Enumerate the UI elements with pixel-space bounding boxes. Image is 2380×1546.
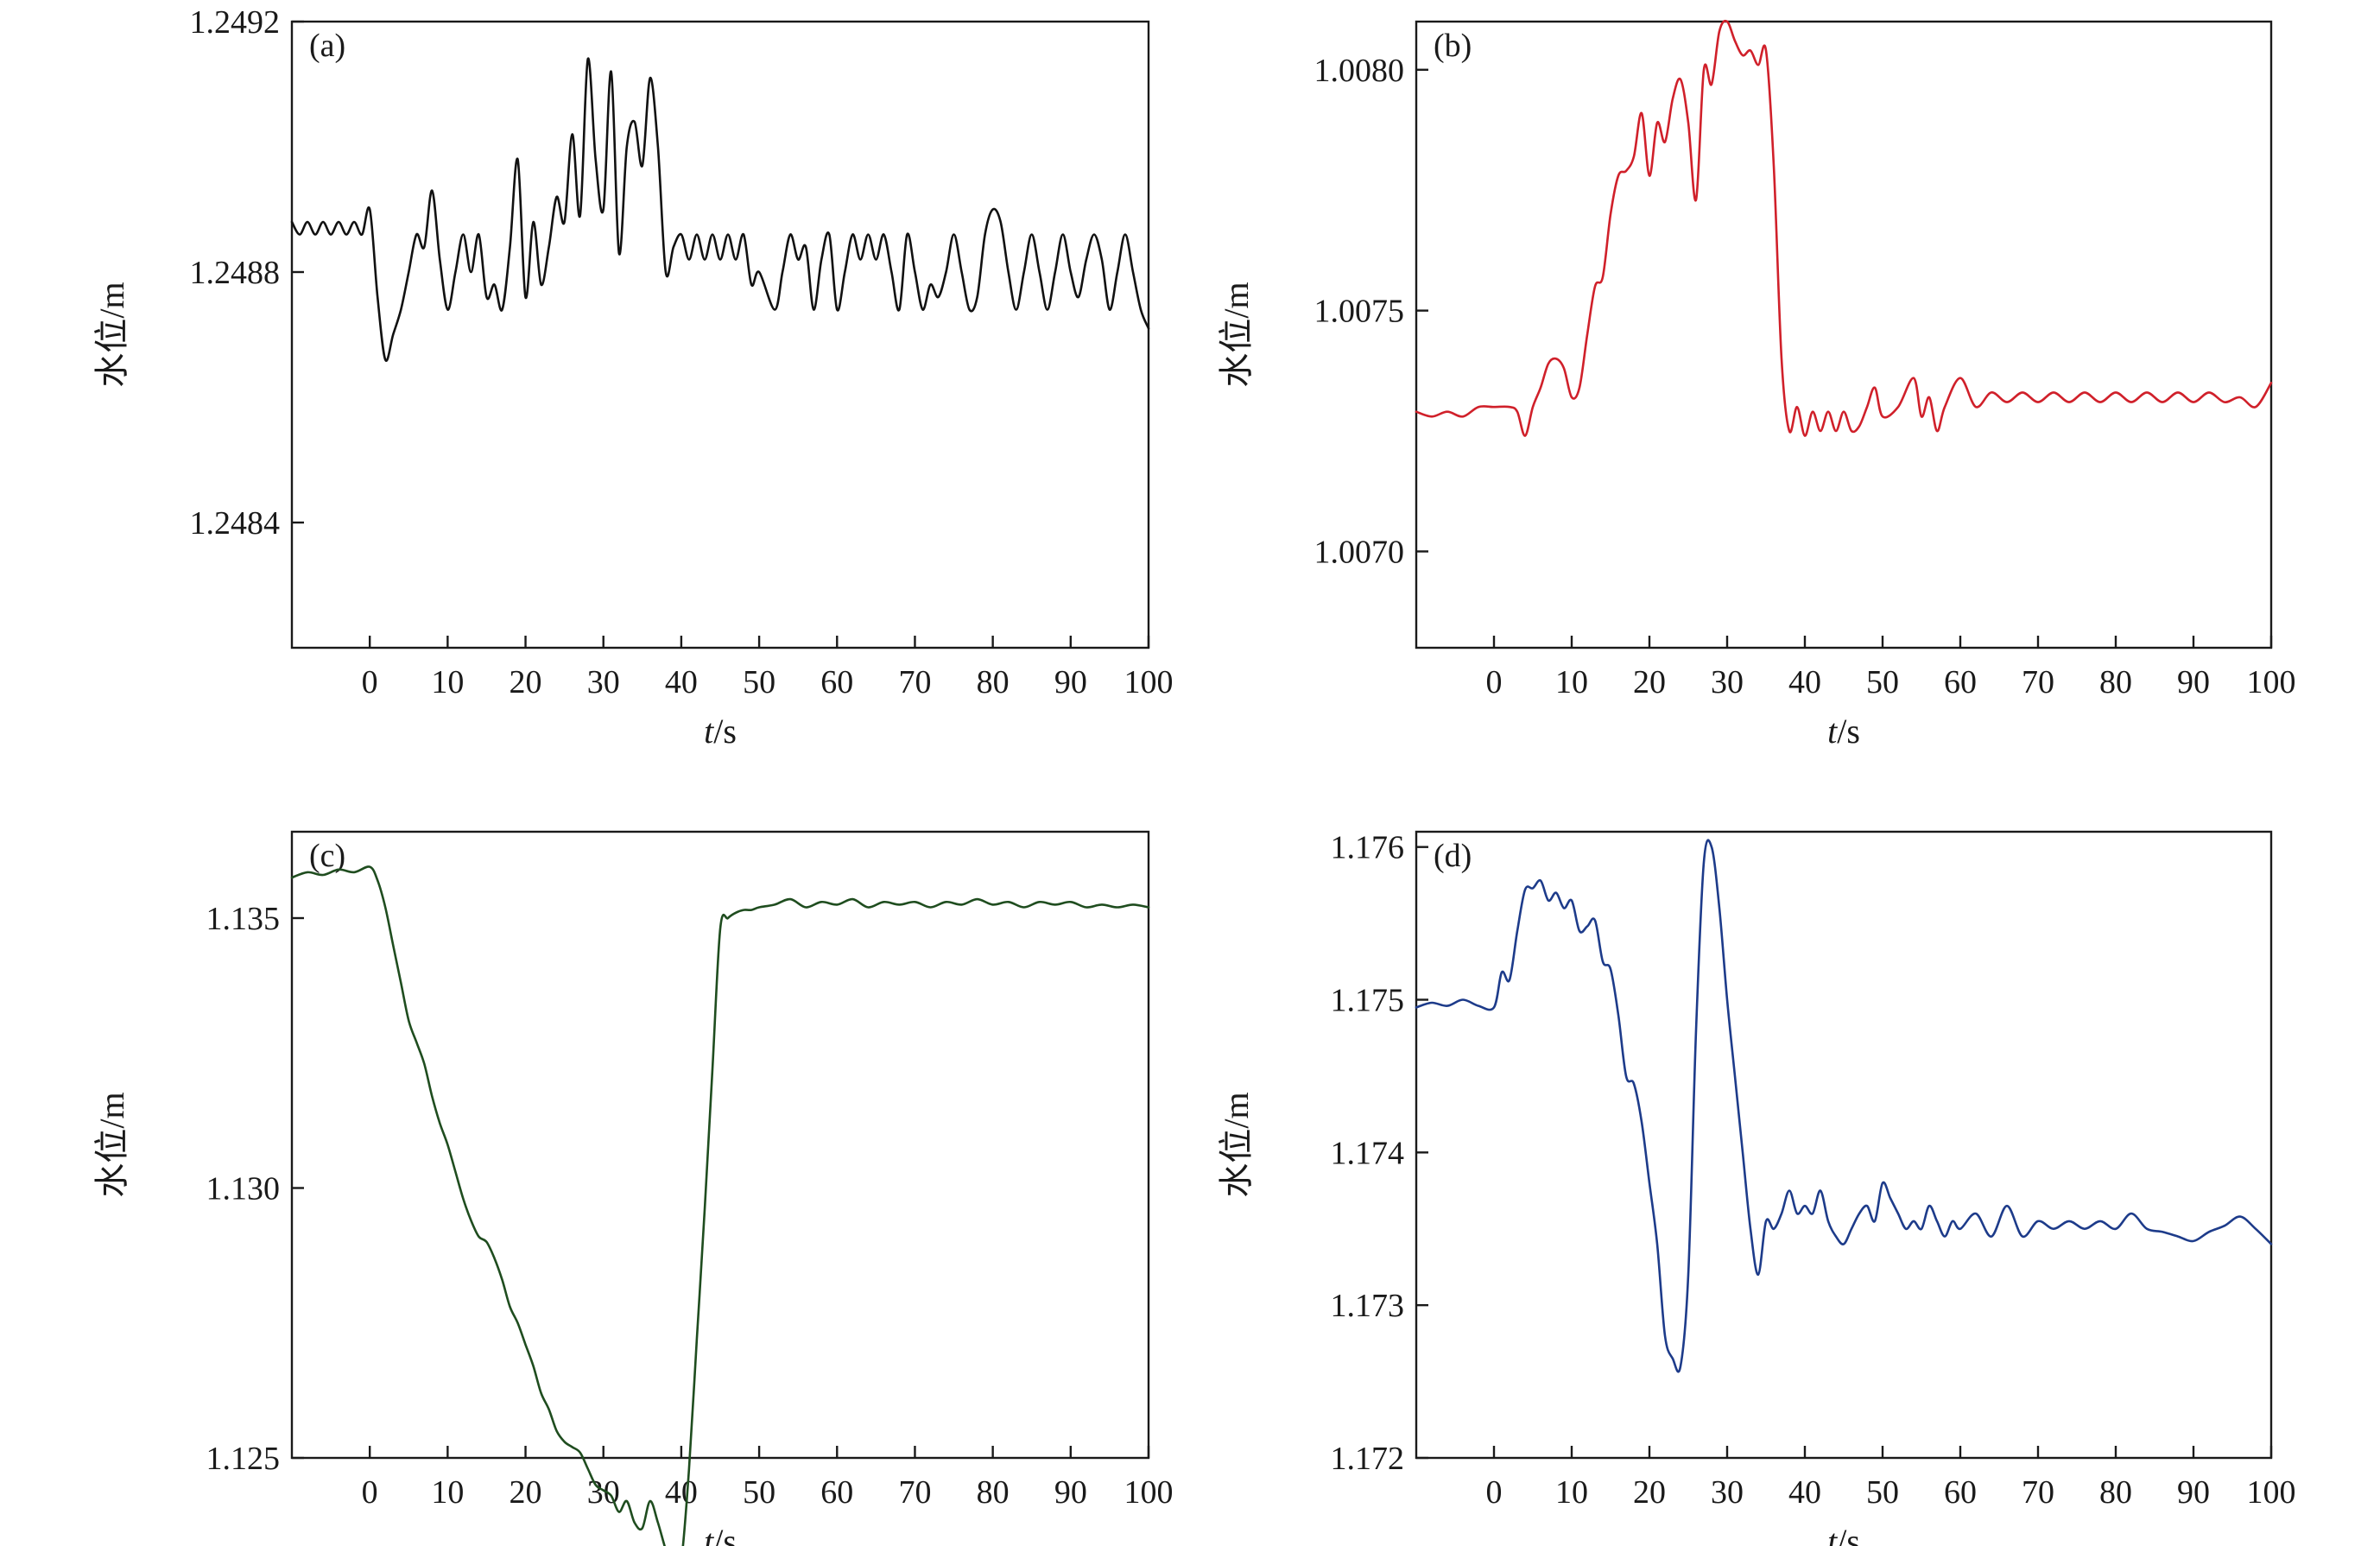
x-tick-label: 20: [510, 664, 542, 700]
panel-label: (d): [1434, 838, 1472, 874]
plot-frame: [1415, 830, 2273, 1460]
x-axis-label: t/s: [1827, 1522, 1860, 1546]
panel-label: (c): [309, 838, 345, 874]
series-line-b: [1415, 19, 2273, 437]
y-tick-label: 1.176: [1331, 830, 1405, 866]
plot-frame: [290, 830, 1150, 1460]
x-tick-label: 20: [510, 1474, 542, 1511]
x-tick-label: 0: [362, 664, 378, 700]
x-axis-var: t: [704, 1522, 714, 1546]
x-tick-label: 20: [1633, 664, 1666, 700]
x-axis-var: t: [1827, 712, 1838, 751]
x-axis-unit: /s: [1837, 1522, 1860, 1546]
y-axis-label: 水位/m: [1217, 282, 1256, 387]
x-tick-label: 30: [1711, 1474, 1744, 1511]
x-tick-label: 90: [1054, 664, 1087, 700]
x-tick-label: 40: [665, 664, 698, 700]
x-tick-label: 70: [2022, 664, 2054, 700]
x-tick-label: 90: [2177, 1474, 2210, 1511]
chart-panel-b: 0 10 20 30 40 50 60 70 80 90 100 1.0070 1.0075 1.0080…: [1217, 19, 2296, 751]
x-tick-label: 10: [431, 1474, 464, 1511]
y-tick-label: 1.2488: [190, 255, 281, 291]
x-tick-label: 50: [1866, 1474, 1899, 1511]
x-tick-label: 100: [1124, 664, 1174, 700]
x-tick-label: 40: [1788, 664, 1821, 700]
x-tick-label: 30: [587, 664, 620, 700]
chart-panel-a: 0 10 20 30 40 50 60 70 80 90 100 1.2484 1.2488 1.2492…: [92, 4, 1174, 751]
y-tick-label: 1.0080: [1314, 53, 1405, 89]
x-tick-label: 80: [977, 1474, 1010, 1511]
x-tick-label: 50: [743, 1474, 775, 1511]
x-tick-label: 70: [898, 1474, 931, 1511]
y-tick-label: 1.175: [1331, 983, 1405, 1019]
y-tick-label: 1.2484: [190, 505, 281, 542]
x-tick-label: 60: [820, 664, 853, 700]
series-line-a: [290, 57, 1150, 363]
x-tick-label: 70: [898, 664, 931, 700]
series-line-c: [290, 865, 1150, 1546]
x-tick-label: 60: [1944, 1474, 1977, 1511]
plot-frame: [1415, 20, 2273, 649]
x-tick-label: 60: [1944, 664, 1977, 700]
y-axis-label: 水位/m: [92, 1092, 131, 1197]
x-tick-label: 90: [2177, 664, 2210, 700]
x-axis-var: t: [704, 712, 714, 751]
panel-label: (a): [309, 28, 345, 64]
x-tick-label: 70: [2022, 1474, 2054, 1511]
x-axis-unit: /s: [1837, 712, 1860, 751]
y-tick-label: 1.0075: [1314, 294, 1405, 330]
x-axis-label: t/s: [704, 1522, 737, 1546]
y-tick-label: 1.2492: [190, 4, 281, 41]
x-tick-label: 40: [1788, 1474, 1821, 1511]
x-tick-label: 30: [1711, 664, 1744, 700]
x-tick-label: 50: [743, 664, 775, 700]
series-line-d: [1415, 839, 2273, 1373]
chart-panel-c: 0 10 20 30 40 50 60 70 80 90 1001.1251.1301.135t/s…: [92, 830, 1174, 1546]
x-tick-label: 80: [2099, 1474, 2132, 1511]
x-tick-label: 50: [1866, 664, 1899, 700]
x-tick-label: 0: [362, 1474, 378, 1511]
y-axis-label: 水位/m: [92, 282, 131, 387]
y-axis-label: 水位/m: [1217, 1092, 1256, 1197]
y-tick-label: 1.130: [206, 1171, 281, 1207]
x-tick-label: 10: [431, 664, 464, 700]
y-tick-label: 1.173: [1331, 1288, 1405, 1324]
x-axis-var: t: [1827, 1522, 1838, 1546]
x-axis-unit: /s: [713, 712, 737, 751]
chart-panel-d: 0 10 20 30 40 50 60 70 80 90 100 1.172 1.173 1.174 1.1…: [1217, 830, 2296, 1546]
panel-label: (b): [1434, 28, 1472, 64]
x-tick-label: 60: [820, 1474, 853, 1511]
x-axis-unit: /s: [713, 1522, 737, 1546]
x-tick-label: 20: [1633, 1474, 1666, 1511]
x-tick-label: 0: [1486, 1474, 1503, 1511]
y-tick-label: 1.0070: [1314, 534, 1405, 570]
x-axis-label: t/s: [704, 712, 737, 751]
x-tick-label: 90: [1054, 1474, 1087, 1511]
x-tick-label: 10: [1555, 664, 1588, 700]
x-tick-label: 80: [2099, 664, 2132, 700]
x-tick-label: 100: [2247, 1474, 2296, 1511]
x-axis-label: t/s: [1827, 712, 1860, 751]
x-tick-label: 100: [1124, 1474, 1174, 1511]
plot-frame: [290, 20, 1150, 649]
x-tick-label: 0: [1486, 664, 1503, 700]
y-tick-label: 1.135: [206, 901, 281, 937]
y-tick-label: 1.174: [1331, 1135, 1405, 1171]
y-tick-label: 1.172: [1331, 1441, 1405, 1477]
y-tick-label: 1.125: [206, 1441, 281, 1477]
x-tick-label: 80: [977, 664, 1010, 700]
x-tick-label: 100: [2247, 664, 2296, 700]
x-tick-label: 40: [665, 1474, 698, 1511]
x-tick-label: 10: [1555, 1474, 1588, 1511]
